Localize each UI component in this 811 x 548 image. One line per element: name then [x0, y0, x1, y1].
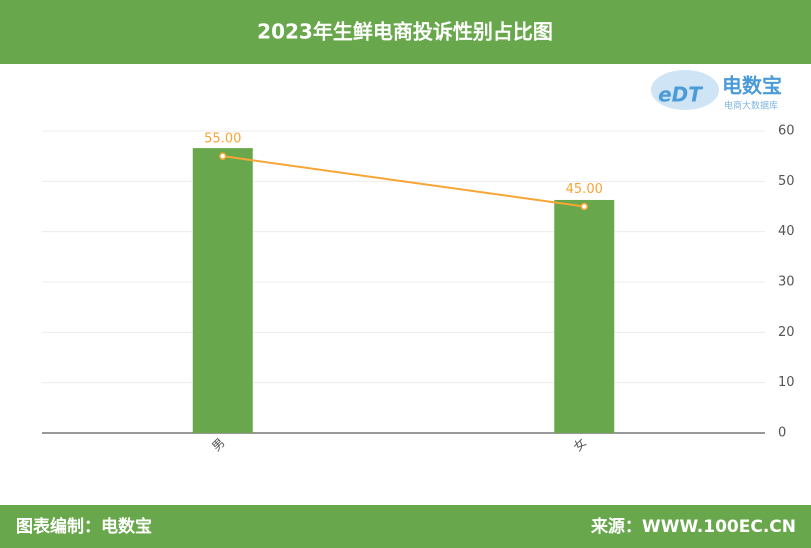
x-tick-label: 男: [209, 435, 227, 453]
bar: [192, 148, 253, 433]
x-tick-label: 女: [570, 435, 589, 454]
y-tick-label: 20: [778, 325, 795, 340]
line: [222, 155, 585, 208]
y-tick-label: 0: [778, 426, 786, 441]
y-tick-label: 60: [778, 124, 795, 139]
header-bar: [0, 0, 811, 64]
logo: eDT 电数宝 电商大数据库: [651, 70, 782, 112]
data-label: 55.00: [204, 132, 241, 147]
bar: [554, 199, 615, 433]
footer-left: 图表编制：电数宝: [16, 516, 152, 537]
data-label: 45.00: [566, 182, 603, 197]
logo-mark: eDT: [658, 83, 703, 107]
logo-name: 电数宝: [722, 74, 782, 98]
logo-cloud: [651, 70, 719, 110]
y-tick-label: 40: [778, 224, 795, 239]
footer-bar: [0, 505, 811, 548]
y-tick-label: 50: [778, 174, 795, 189]
chart-title: 2023年生鲜电商投诉性别占比图: [257, 20, 553, 44]
line-point: [219, 152, 227, 160]
y-tick-label: 10: [778, 375, 795, 390]
line-point: [580, 202, 588, 211]
logo-sub: 电商大数据库: [724, 100, 778, 112]
footer-right: 来源：WWW.100EC.CN: [590, 516, 796, 537]
y-tick-label: 30: [778, 275, 795, 290]
